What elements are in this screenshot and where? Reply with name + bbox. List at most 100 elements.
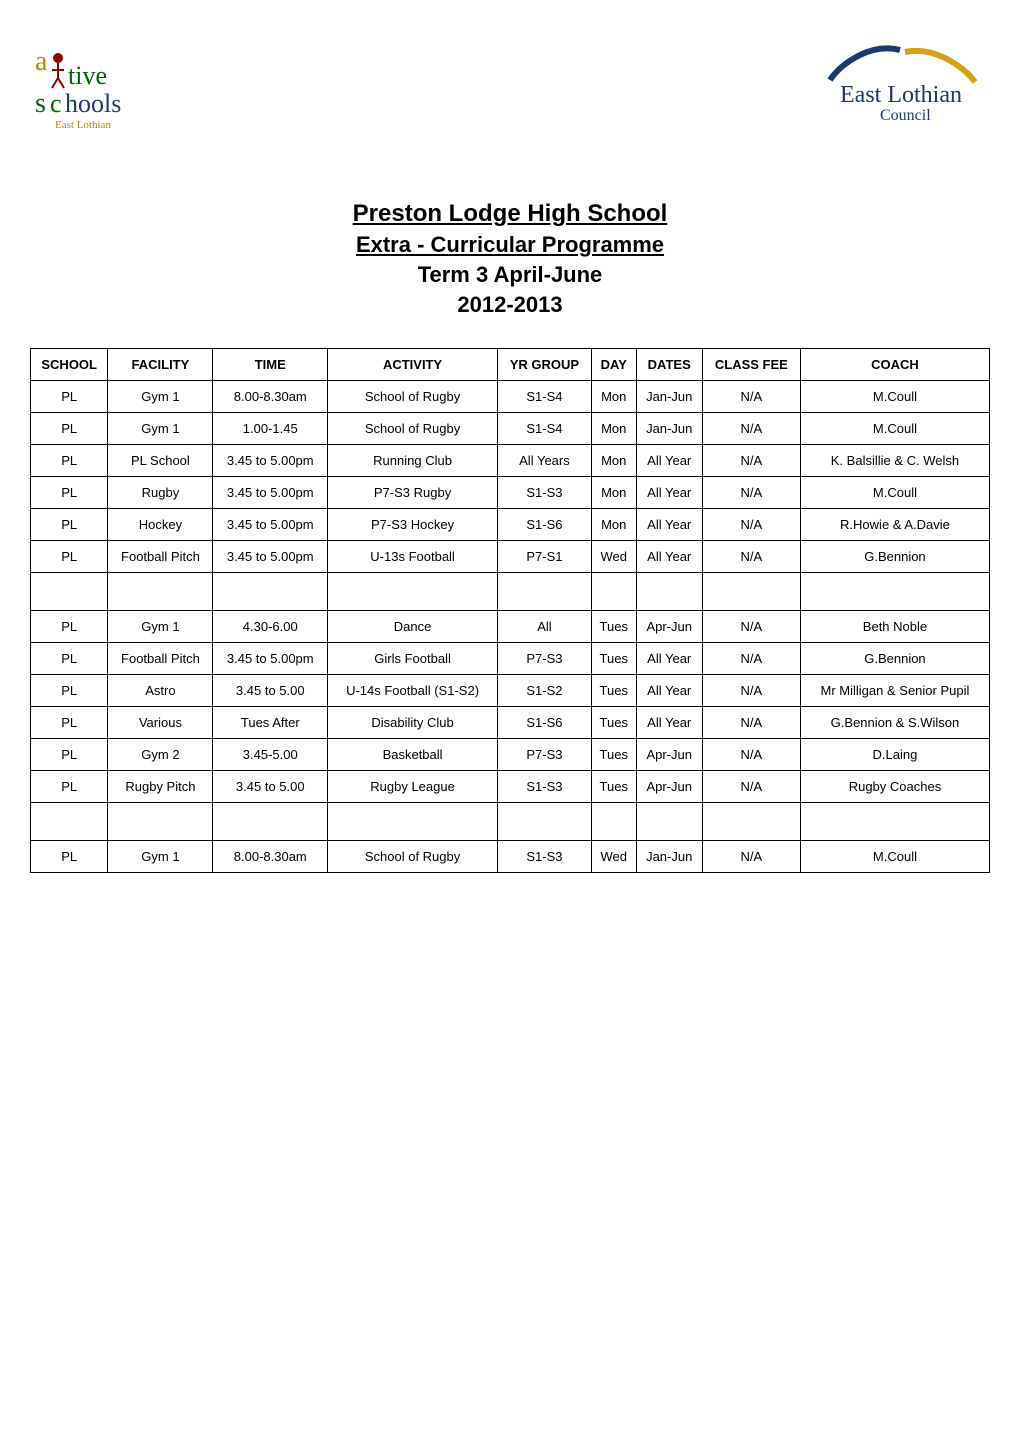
- cell-yr: All Years: [498, 445, 592, 477]
- cell-coach: M.Coull: [800, 381, 989, 413]
- cell-coach: Rugby Coaches: [800, 771, 989, 803]
- cell-school: PL: [31, 611, 108, 643]
- table-row: PLFootball Pitch3.45 to 5.00pmU-13s Foot…: [31, 541, 990, 573]
- col-yr-group: YR GROUP: [498, 349, 592, 381]
- empty-cell: [31, 573, 108, 611]
- header: a tive s c hools East Lothian East Lothi…: [30, 40, 990, 160]
- cell-yr: S1-S6: [498, 707, 592, 739]
- cell-day: Tues: [591, 611, 636, 643]
- cell-time: 3.45 to 5.00: [213, 771, 328, 803]
- cell-dates: Jan-Jun: [636, 841, 702, 873]
- cell-dates: All Year: [636, 445, 702, 477]
- cell-facility: Rugby: [108, 477, 213, 509]
- empty-cell: [213, 803, 328, 841]
- schedule-table: SCHOOL FACILITY TIME ACTIVITY YR GROUP D…: [30, 348, 990, 873]
- cell-day: Mon: [591, 413, 636, 445]
- svg-text:hools: hools: [65, 89, 121, 118]
- cell-activity: Running Club: [328, 445, 498, 477]
- table-row: [31, 573, 990, 611]
- cell-facility: Hockey: [108, 509, 213, 541]
- empty-cell: [800, 573, 989, 611]
- cell-activity: School of Rugby: [328, 413, 498, 445]
- cell-facility: Gym 1: [108, 413, 213, 445]
- cell-yr: S1-S2: [498, 675, 592, 707]
- cell-activity: School of Rugby: [328, 841, 498, 873]
- cell-fee: N/A: [702, 477, 800, 509]
- cell-facility: Various: [108, 707, 213, 739]
- cell-coach: Beth Noble: [800, 611, 989, 643]
- cell-time: Tues After: [213, 707, 328, 739]
- cell-coach: M.Coull: [800, 477, 989, 509]
- cell-fee: N/A: [702, 381, 800, 413]
- cell-day: Tues: [591, 739, 636, 771]
- cell-school: PL: [31, 707, 108, 739]
- title-term: Term 3 April-June: [30, 262, 990, 288]
- cell-day: Tues: [591, 707, 636, 739]
- table-row: PLHockey3.45 to 5.00pmP7-S3 HockeyS1-S6M…: [31, 509, 990, 541]
- cell-fee: N/A: [702, 707, 800, 739]
- cell-yr: S1-S6: [498, 509, 592, 541]
- empty-cell: [800, 803, 989, 841]
- cell-fee: N/A: [702, 541, 800, 573]
- empty-cell: [636, 573, 702, 611]
- empty-cell: [328, 803, 498, 841]
- cell-facility: Gym 1: [108, 611, 213, 643]
- cell-time: 3.45 to 5.00pm: [213, 541, 328, 573]
- cell-facility: Gym 1: [108, 381, 213, 413]
- cell-school: PL: [31, 739, 108, 771]
- cell-time: 3.45 to 5.00pm: [213, 509, 328, 541]
- cell-time: 3.45-5.00: [213, 739, 328, 771]
- empty-cell: [591, 573, 636, 611]
- table-row: [31, 803, 990, 841]
- cell-school: PL: [31, 841, 108, 873]
- empty-cell: [636, 803, 702, 841]
- col-school: SCHOOL: [31, 349, 108, 381]
- cell-yr: S1-S3: [498, 771, 592, 803]
- cell-activity: Basketball: [328, 739, 498, 771]
- cell-activity: Disability Club: [328, 707, 498, 739]
- col-time: TIME: [213, 349, 328, 381]
- cell-fee: N/A: [702, 611, 800, 643]
- svg-text:c: c: [50, 89, 62, 118]
- cell-dates: All Year: [636, 509, 702, 541]
- table-row: PLGym 18.00-8.30amSchool of RugbyS1-S3We…: [31, 841, 990, 873]
- title-sub: Extra - Curricular Programme: [30, 232, 990, 258]
- cell-school: PL: [31, 413, 108, 445]
- cell-facility: Rugby Pitch: [108, 771, 213, 803]
- empty-cell: [702, 573, 800, 611]
- cell-dates: Apr-Jun: [636, 611, 702, 643]
- cell-yr: S1-S3: [498, 477, 592, 509]
- empty-cell: [328, 573, 498, 611]
- cell-coach: D.Laing: [800, 739, 989, 771]
- cell-activity: Girls Football: [328, 643, 498, 675]
- cell-school: PL: [31, 541, 108, 573]
- cell-time: 3.45 to 5.00pm: [213, 445, 328, 477]
- cell-time: 3.45 to 5.00: [213, 675, 328, 707]
- cell-coach: G.Bennion & S.Wilson: [800, 707, 989, 739]
- cell-facility: Gym 1: [108, 841, 213, 873]
- cell-fee: N/A: [702, 643, 800, 675]
- table-row: PLGym 23.45-5.00BasketballP7-S3TuesApr-J…: [31, 739, 990, 771]
- cell-activity: P7-S3 Rugby: [328, 477, 498, 509]
- title-year: 2012-2013: [30, 292, 990, 318]
- cell-time: 4.30-6.00: [213, 611, 328, 643]
- cell-time: 1.00-1.45: [213, 413, 328, 445]
- cell-yr: P7-S3: [498, 739, 592, 771]
- svg-text:a: a: [35, 46, 48, 77]
- cell-school: PL: [31, 445, 108, 477]
- cell-yr: P7-S3: [498, 643, 592, 675]
- cell-fee: N/A: [702, 771, 800, 803]
- active-schools-logo: a tive s c hools East Lothian: [30, 40, 150, 160]
- cell-day: Wed: [591, 841, 636, 873]
- table-row: PLGym 18.00-8.30amSchool of RugbyS1-S4Mo…: [31, 381, 990, 413]
- cell-day: Mon: [591, 381, 636, 413]
- svg-text:East Lothian: East Lothian: [840, 82, 962, 108]
- cell-day: Mon: [591, 445, 636, 477]
- cell-facility: Gym 2: [108, 739, 213, 771]
- empty-cell: [591, 803, 636, 841]
- cell-fee: N/A: [702, 509, 800, 541]
- cell-facility: Football Pitch: [108, 541, 213, 573]
- empty-cell: [702, 803, 800, 841]
- cell-coach: G.Bennion: [800, 643, 989, 675]
- col-activity: ACTIVITY: [328, 349, 498, 381]
